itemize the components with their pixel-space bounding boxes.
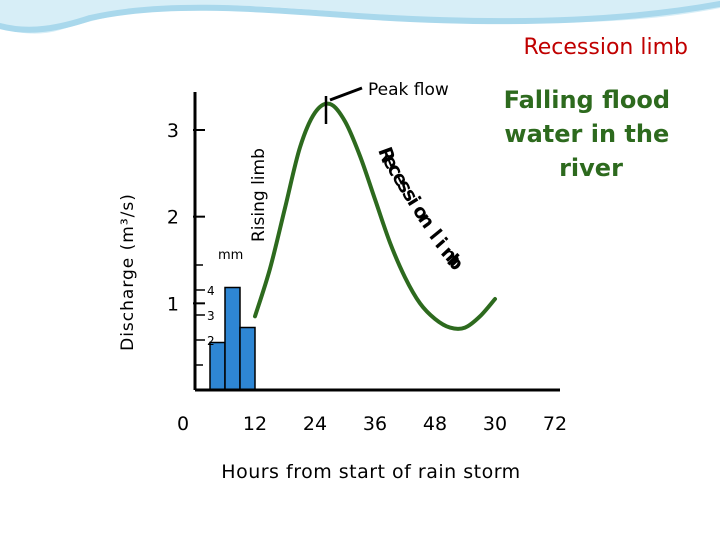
x-tick-label: 12 — [243, 413, 267, 435]
peak-flow-label: Peak flow — [368, 80, 449, 100]
falling-flood-note-line-1: Falling flood — [504, 86, 670, 114]
rainfall-unit-label: mm — [218, 248, 243, 263]
slide-title: Recession limb — [523, 35, 688, 60]
rainfall-tick-label: 3 — [207, 309, 215, 323]
x-tick-label: 24 — [303, 413, 327, 435]
y-axis-title: Discharge (m³/s) — [118, 193, 138, 351]
x-tick-label: 0 — [177, 413, 189, 435]
rainfall-bar — [239, 326, 256, 391]
rainfall-tick-label: 2 — [207, 334, 215, 348]
x-tick-label: 72 — [543, 413, 567, 435]
rainfall-tick-label: 4 — [207, 284, 215, 298]
peak-flow-leader — [329, 86, 363, 102]
y-tick-label: 2 — [167, 207, 179, 229]
x-tick-label: 30 — [483, 413, 507, 435]
recession-limb-label: Recession limb — [373, 144, 467, 275]
x-axis-title: Hours from start of rain storm — [221, 461, 520, 483]
falling-flood-note-line-2: water in the — [504, 120, 669, 148]
x-tick-label: 48 — [423, 413, 447, 435]
falling-flood-note: Falling flood water in the river — [504, 86, 679, 182]
falling-flood-note-line-3: river — [559, 154, 623, 182]
x-tick-label: 36 — [363, 413, 387, 435]
rising-limb-label: Rising limb — [249, 148, 269, 242]
rainfall-bar — [209, 341, 226, 391]
discharge-curve — [253, 101, 497, 331]
y-tick-label: 1 — [167, 293, 179, 315]
y-tick-label: 3 — [167, 120, 179, 142]
header-wave — [0, 0, 720, 34]
rainfall-bar — [224, 286, 241, 391]
